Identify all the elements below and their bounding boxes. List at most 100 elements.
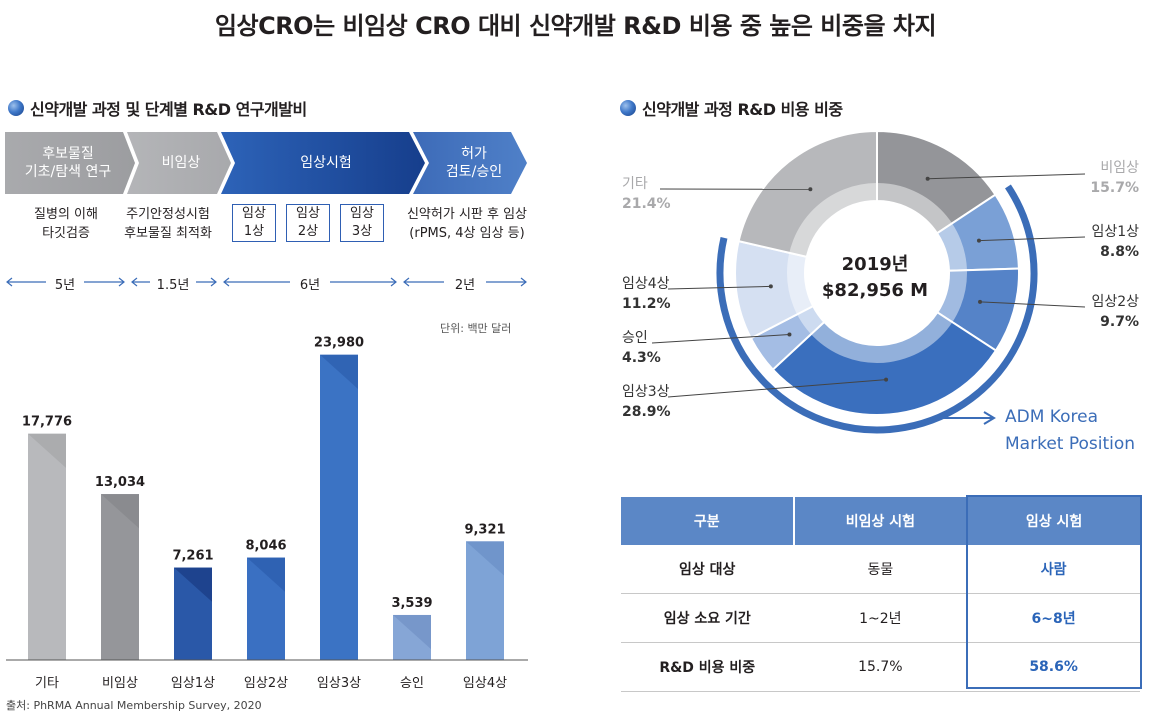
bar-value-label: 7,261 [172,549,213,564]
globe-bullet-icon [8,100,24,116]
clinical-column-highlight [966,495,1142,689]
bar-category-label: 임상4상 [463,676,507,691]
donut-leader-line [651,334,790,344]
donut-category-label: 임상4상 [622,276,670,292]
stage-arrow-approval [413,132,527,194]
bar-value-label: 9,321 [464,522,505,537]
donut-center-label: 2019년 $82,956 M [815,252,935,304]
table-row: 임상 소요 기간 1~2년 6~8년 [621,593,1140,643]
table-cell-highlight: 사람 [967,545,1140,594]
stage-label-clinical: 임상시험 [300,155,352,171]
donut-leader-line [667,379,887,398]
donut-leader-dot [808,187,813,192]
rd-share-donut-chart: 비임상 15.7% 임상1상 8.8% 임상2상 9.7% 임상3상 28.9% 승인 4.3% 임… [622,129,1139,434]
table-cell: R&D 비용 비중 [621,642,794,692]
adm-market-arc [716,184,1038,434]
donut-category-label: 기타 [622,176,648,192]
donut-value-label: 28.9% [622,404,671,420]
donut-leader-dot [768,284,773,289]
donut-value-label: 15.7% [1090,180,1139,196]
donut-leader-dot [976,238,981,243]
donut-value-label: 9.7% [1100,314,1139,330]
stage-arrow-preclinical [127,132,231,194]
duration-approval: 2년 [454,278,476,293]
left-section-title: 신약개발 과정 및 단계별 R&D 연구개발비 [8,96,307,120]
table-row: 임상 대상 동물 사람 [621,545,1140,594]
bar-category-label: 임상1상 [171,676,215,691]
stage-arrow-research [5,132,135,194]
process-arrows [5,132,527,194]
donut-leader-line [980,301,1086,308]
donut-category-label: 임상1상 [1091,224,1139,240]
comparison-table: 구분 비임상 시험 임상 시험 임상 대상 동물 사람 임상 소요 기간 1~2… [621,497,1140,692]
bar-value-label: 3,539 [391,596,432,611]
stage-arrow-clinical [221,132,425,194]
stage-desc-research: 질병의 이해 타깃검증 [34,207,98,241]
duration-clinical: 6년 [299,278,321,293]
bar-value-label: 23,980 [314,336,364,351]
bar-value-label: 13,034 [95,475,145,490]
donut-value-label: 8.8% [1100,244,1139,260]
duration-preclinical: 1.5년 [156,278,190,293]
donut-leader-dot [884,377,889,382]
donut-leader-dot [925,176,930,181]
right-section-title-text: 신약개발 과정 R&D 비용 비중 [642,100,843,119]
donut-leader-line [927,173,1086,180]
table-cell: 1~2년 [793,593,968,643]
donut-category-label: 비임상 [1100,160,1139,176]
bar-category-label: 임상2상 [244,676,288,691]
phase-box-1: 임상 1상 [232,204,276,242]
page-title: 임상CRO는 비임상 CRO 대비 신약개발 R&D 비용 중 높은 비중을 차… [214,12,937,40]
adm-arrow-icon [983,411,996,425]
stage-label-preclinical: 비임상 [161,155,201,171]
donut-leader-line [978,236,1086,242]
bar-shade-비임상 [101,494,139,529]
phase-box-3: 임상 3상 [340,204,384,242]
stage-desc-approval: 신약허가 시판 후 임상 (rPMS, 4상 임상 등) [406,207,528,241]
table-header-cell: 구분 [621,497,795,545]
duration-arrows [6,277,527,287]
bar-shade-승인 [393,614,431,650]
duration-research: 5년 [54,278,76,293]
phase-box-2: 임상 2상 [286,204,330,242]
donut-hole [805,201,949,345]
bar-category-label: 기타 [35,676,59,691]
table-row: R&D 비용 비중 15.7% 58.6% [621,642,1140,692]
donut-leader-dot [787,332,792,337]
donut-value-label: 21.4% [622,196,671,212]
bar-기타 [28,433,66,660]
adm-market-position-label: ADM Korea Market Position [1005,407,1136,454]
bar-category-label: 승인 [400,676,424,691]
table-cell-highlight: 6~8년 [967,593,1140,643]
table-cell: 동물 [793,545,968,594]
donut-category-label: 승인 [622,330,648,346]
stage-desc-preclinical: 주기안정성시험 후보물질 최적화 [124,207,212,241]
donut-leader-dot [978,299,983,304]
bar-category-label: 비임상 [102,676,138,691]
globe-bullet-icon [620,100,636,116]
donut-value-label: 4.3% [622,350,661,366]
stage-label-approval: 허가 검토/승인 [445,146,503,180]
bar-shade-임상1상 [174,567,212,602]
donut-category-label: 임상3상 [622,384,670,400]
bar-category-label: 임상3상 [317,676,361,691]
table-header-cell: 임상 시험 [967,497,1140,545]
unit-label: 단위: 백만 달러 [440,322,512,335]
bar-value-label: 8,046 [245,539,286,554]
donut-inner-ring [787,183,967,363]
table-header-cell: 비임상 시험 [793,497,969,545]
donut-center-total: $82,956 M [821,280,929,301]
table-cell: 임상 소요 기간 [621,593,794,643]
table-cell: 임상 대상 [621,545,794,594]
rd-cost-bar-chart: 17,776 기타 13,034 비임상 7,261 임상1상 8,046 임상2상 23,98… [6,336,528,691]
right-section-title: 신약개발 과정 R&D 비용 비중 [620,96,843,120]
table-cell: 15.7% [793,642,968,692]
stage-label-research: 후보물질 기초/탐색 연구 [24,146,112,180]
bar-shade-임상2상 [247,557,285,592]
donut-category-label: 임상2상 [1091,294,1139,310]
table-header-row: 구분 비임상 시험 임상 시험 [621,497,1140,545]
table-cell-highlight: 58.6% [967,642,1140,692]
bar-임상3상 [320,354,358,660]
donut-leader-line [667,285,771,290]
donut-value-label: 11.2% [622,296,671,312]
